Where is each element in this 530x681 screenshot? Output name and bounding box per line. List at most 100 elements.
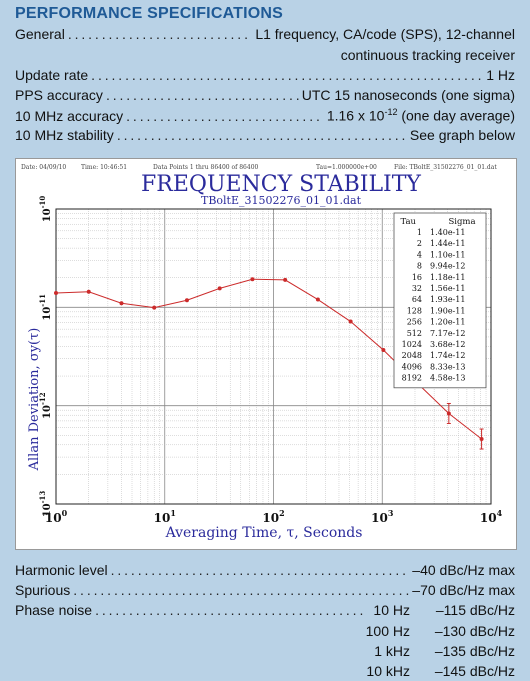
info-date: Date: 04/09/10	[21, 164, 66, 171]
x-tick-label: 104	[480, 508, 503, 525]
legend-header-sigma: Sigma	[448, 217, 475, 227]
legend-sigma-value: 1.40e-11	[430, 228, 465, 237]
chart-title: FREQUENCY STABILITY	[141, 172, 421, 197]
spec-label: General	[15, 26, 65, 42]
legend-box	[393, 212, 487, 389]
legend-tau-value: 8192	[402, 374, 422, 383]
data-point	[184, 298, 189, 303]
x-tick-label: 101	[154, 508, 176, 525]
phase-noise-freq: 100 Hz	[365, 623, 410, 639]
phase-noise-freq: 10 kHz	[366, 663, 410, 679]
legend-tau-value: 512	[407, 329, 422, 338]
leader-dots	[73, 582, 409, 598]
spec-pps-accuracy: PPS accuracy UTC 15 nanoseconds (one sig…	[15, 87, 515, 105]
chart-svg: Date: 04/09/10 Time: 10:46:51 Data Point…	[21, 164, 503, 541]
x-tick-label: 100	[45, 508, 68, 525]
phase-noise-value: –145 dBc/Hz	[434, 663, 515, 679]
plot-frame	[55, 208, 492, 505]
legend-tau-value: 4	[417, 250, 422, 259]
data-point	[54, 290, 58, 295]
axes	[55, 208, 492, 505]
legend-sigma-value: 1.93e-11	[430, 295, 465, 304]
y-tick-label: 10-13	[38, 491, 53, 518]
legend: Tau Sigma 1 1.40e-11 2 1.44e-11 4 1.10e-11 8 9.94…	[393, 212, 487, 389]
legend-tau-value: 2	[417, 239, 422, 248]
spec-label: Harmonic level	[15, 562, 108, 578]
spec-10mhz-accuracy: 10 MHz accuracy 1.16 x 10-12 (one day av…	[15, 107, 515, 125]
spec-value: L1 frequency, CA/code (SPS), 12-channel	[255, 26, 515, 42]
legend-tau-value: 1	[417, 228, 422, 237]
legend-sigma-value: 3.68e-12	[430, 340, 465, 349]
legend-tau-value: 128	[407, 306, 422, 315]
data-point	[86, 289, 91, 294]
chart-subtitle: TBoltE_31502276_01_01.dat	[201, 194, 362, 207]
phase-noise-freq: 1 kHz	[374, 643, 410, 659]
x-tick-label: 102	[262, 508, 284, 525]
legend-tau-value: 256	[407, 318, 422, 327]
legend-sigma-value: 1.90e-11	[430, 306, 465, 315]
legend-tau-value: 8	[417, 262, 422, 271]
x-axis-label: Averaging Time, τ, Seconds	[165, 525, 363, 541]
legend-sigma-value: 1.44e-11	[430, 239, 465, 248]
spec-value: UTC 15 nanoseconds (one sigma)	[301, 87, 515, 103]
spec-value: 1 Hz	[486, 67, 515, 83]
spec-label: Phase noise	[15, 602, 93, 618]
spec-value: –40 dBc/Hz max	[412, 562, 515, 578]
legend-header-tau: Tau	[400, 217, 416, 227]
info-tau: Tau=1.000000e+00	[316, 164, 377, 171]
info-file: File: TBoltE_31502276_01_01.dat	[394, 164, 497, 171]
y-tick-label: 10-10	[38, 196, 53, 223]
spec-spurious: Spurious –70 dBc/Hz max	[15, 582, 515, 600]
legend-sigma-value: 1.20e-11	[430, 318, 465, 327]
leader-dots	[95, 602, 367, 618]
leader-dots	[126, 108, 324, 124]
phase-noise-freq: 10 Hz	[373, 602, 410, 618]
data-point	[381, 348, 386, 353]
leader-dots	[68, 26, 253, 42]
phase-noise-value: –115 dBc/Hz	[435, 602, 515, 618]
y-axis-label: Allan Deviation, σy(τ)	[27, 328, 42, 472]
legend-tau-value: 2048	[402, 351, 422, 360]
data-point	[315, 297, 320, 302]
legend-sigma-value: 1.56e-11	[430, 284, 465, 293]
legend-sigma-value: 1.74e-12	[430, 351, 465, 360]
legend-tau-value: 1024	[402, 340, 422, 349]
info-time: Time: 10:46:51	[81, 164, 127, 171]
frequency-stability-chart: Date: 04/09/10 Time: 10:46:51 Data Point…	[15, 158, 517, 550]
leader-dots	[111, 562, 410, 578]
spec-general: General L1 frequency, CA/code (SPS), 12-…	[15, 26, 515, 44]
spec-label: 10 MHz accuracy	[15, 107, 124, 124]
spec-label: 10 MHz stability	[15, 127, 114, 143]
data-point	[250, 277, 255, 282]
y-tick-label: 10-12	[38, 392, 53, 419]
data-point	[217, 286, 222, 291]
spec-10mhz-stability: 10 MHz stability See graph below	[15, 127, 515, 145]
legend-tau-value: 64	[412, 295, 422, 304]
spec-label: Update rate	[15, 67, 89, 83]
data-point	[479, 437, 484, 442]
phase-noise-value: –130 dBc/Hz	[434, 623, 515, 639]
spec-value: See graph below	[409, 127, 515, 143]
data-point	[119, 301, 124, 306]
legend-sigma-value: 8.33e-13	[430, 362, 465, 371]
info-points: Data Points 1 thru 86400 of 86400	[153, 164, 259, 171]
spec-phase-noise: Phase noise	[15, 602, 370, 620]
legend-sigma-value: 7.17e-12	[430, 329, 465, 338]
leader-dots	[117, 127, 407, 143]
data-point	[446, 411, 451, 416]
y-tick-label: 10-11	[38, 294, 53, 321]
spec-label: PPS accuracy	[15, 87, 103, 103]
spec-label: Spurious	[15, 582, 71, 598]
tick-labels: 100 101 102 103 104 10-10 10-11 10-12 10-13	[38, 196, 503, 525]
leader-dots	[106, 87, 299, 103]
spec-general-continued: continuous tracking receiver	[340, 47, 515, 63]
section-title: PERFORMANCE SPECIFICATIONS	[15, 5, 284, 22]
x-tick-label: 103	[371, 508, 394, 525]
spec-value: –70 dBc/Hz max	[412, 582, 515, 598]
data-point	[152, 305, 157, 310]
legend-sigma-value: 1.10e-11	[430, 250, 465, 259]
legend-sigma-value: 4.58e-13	[430, 374, 465, 383]
data-point	[348, 319, 353, 324]
spec-harmonic-level: Harmonic level –40 dBc/Hz max	[15, 562, 515, 580]
leader-dots	[91, 67, 483, 83]
